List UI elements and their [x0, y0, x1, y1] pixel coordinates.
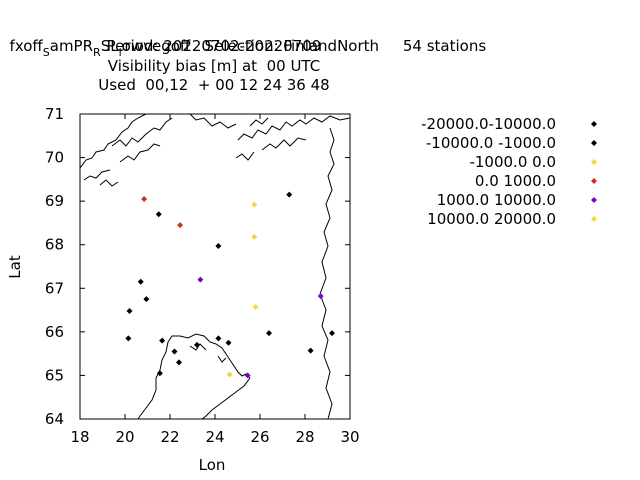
x-tick-label: 30: [340, 428, 359, 446]
legend-label: -1000.0 0.0: [469, 153, 556, 171]
data-point: [141, 195, 148, 202]
legend-label: -20000.0-10000.0: [421, 115, 556, 133]
legend-label: 1000.0 10000.0: [437, 191, 556, 209]
y-tick-label: 66: [45, 323, 64, 341]
title-subscript: S: [42, 46, 50, 59]
data-point: [252, 304, 259, 311]
y-tick-label: 68: [45, 236, 64, 254]
y-tick-label: 69: [45, 192, 64, 210]
title-part: fxoff: [9, 37, 43, 55]
x-tick-label: 24: [205, 428, 224, 446]
legend-marker: [591, 121, 597, 127]
legend-label: 0.0 1000.0: [475, 172, 556, 190]
title-part: amPR: [49, 37, 94, 55]
data-points: [125, 191, 335, 379]
data-point: [177, 222, 184, 229]
data-point: [197, 276, 204, 283]
title-subscript: l: [118, 46, 122, 59]
x-tick-label: 22: [160, 428, 179, 446]
data-point: [171, 348, 178, 355]
legend-marker: [591, 216, 597, 222]
y-tick-label: 70: [45, 149, 64, 167]
data-point: [329, 330, 335, 337]
plot-frame: [79, 113, 351, 420]
data-point: [317, 293, 324, 300]
x-axis-label: Lon: [199, 456, 226, 474]
data-point: [225, 339, 232, 346]
x-tick-label: 26: [250, 428, 269, 446]
title-part: SL: [100, 37, 119, 55]
data-point: [126, 307, 133, 314]
x-tick-label: 18: [70, 428, 89, 446]
data-point: [215, 335, 222, 342]
chart-title-line4: Used 00,12 + 00 12 24 36 48: [98, 76, 330, 94]
legend: -20000.0-10000.0-10000.0 -1000.0-1000.0 …: [421, 115, 597, 228]
data-point: [251, 201, 258, 208]
data-point: [159, 337, 166, 344]
y-tick-label: 67: [45, 279, 64, 297]
data-point: [266, 330, 272, 337]
data-point: [176, 359, 182, 366]
legend-label: 10000.0 20000.0: [427, 210, 556, 228]
data-point: [307, 347, 314, 354]
title-subscript: R: [93, 46, 101, 59]
data-point: [155, 211, 162, 218]
data-point: [226, 371, 233, 378]
chart-title-line1: fxoffSamPRRSLlowvegoff Selection: Finlan…: [0, 16, 640, 59]
chart-title-line2: Period: 20220702-20220709: [106, 37, 322, 55]
y-tick-label: 65: [45, 366, 64, 384]
axis-ticks: 18 20 22 24 26 28 30 64 65 66 67 68 69 70 71: [45, 105, 360, 446]
data-point: [244, 372, 251, 379]
legend-marker: [591, 178, 597, 184]
chart-title-line3: Visibility bias [m] at 00 UTC: [107, 57, 321, 75]
x-tick-label: 28: [295, 428, 314, 446]
x-tick-label: 20: [115, 428, 134, 446]
y-tick-label: 64: [45, 410, 64, 428]
legend-label: -10000.0 -1000.0: [426, 134, 556, 152]
data-point: [156, 370, 163, 377]
coastline-map: [80, 114, 350, 419]
legend-marker: [591, 140, 597, 146]
data-point: [194, 341, 200, 348]
data-point: [143, 296, 150, 303]
y-axis-label: Lat: [6, 255, 24, 279]
data-point: [137, 278, 144, 285]
title-part: owvegoff Selection: FinlandNorth 54 stat…: [121, 37, 487, 55]
legend-marker: [591, 159, 597, 165]
data-point: [286, 191, 293, 198]
data-point: [215, 243, 222, 250]
legend-marker: [591, 197, 597, 203]
data-point: [251, 233, 258, 240]
y-tick-label: 71: [45, 105, 64, 123]
data-point: [125, 335, 132, 342]
